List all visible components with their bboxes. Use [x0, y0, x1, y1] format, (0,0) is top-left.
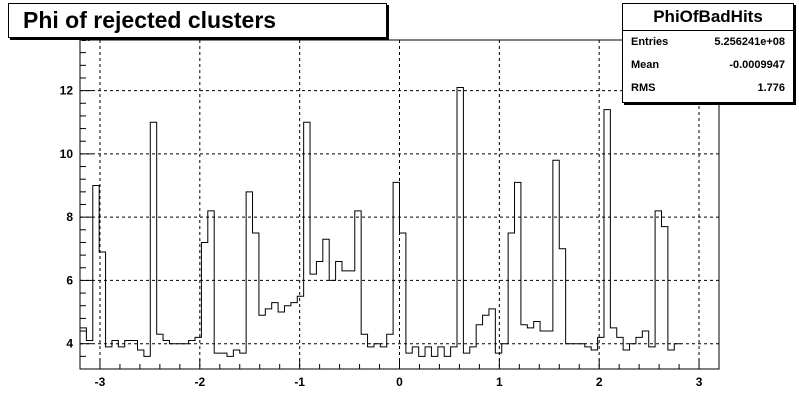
- x-tick-label: 1: [496, 375, 503, 389]
- stats-value: -0.0009947: [729, 59, 785, 71]
- stats-box: PhiOfBadHits Entries 5.256241e+08 Mean -…: [622, 3, 794, 103]
- x-tick-label: 2: [596, 375, 603, 389]
- stats-histogram-name: PhiOfBadHits: [623, 4, 793, 31]
- x-tick-label: 3: [696, 375, 703, 389]
- x-tick-label: 0: [396, 375, 403, 389]
- stats-label: RMS: [631, 82, 656, 94]
- y-tick-label: 12: [60, 84, 74, 98]
- y-axis-multiplier: ×10⁶: [76, 33, 95, 43]
- y-tick-label: 6: [66, 273, 73, 287]
- stats-row-rms: RMS 1.776: [631, 82, 785, 100]
- y-tick-label: 10: [60, 147, 74, 161]
- stats-row-entries: Entries 5.256241e+08: [631, 36, 785, 54]
- x-tick-label: -2: [194, 375, 205, 389]
- chart-title: Phi of rejected clusters: [23, 7, 277, 33]
- title-box: Phi of rejected clusters: [8, 3, 387, 38]
- x-tick-label: -1: [294, 375, 305, 389]
- stats-label: Entries: [631, 36, 669, 48]
- stats-row-mean: Mean -0.0009947: [631, 59, 785, 77]
- y-tick-label: 8: [66, 210, 73, 224]
- stats-label: Mean: [631, 59, 660, 71]
- stats-value: 5.256241e+08: [714, 36, 785, 48]
- y-tick-label: 4: [66, 337, 73, 351]
- stats-value: 1.776: [757, 82, 785, 94]
- histogram-line: [80, 86, 681, 357]
- x-tick-label: -3: [95, 375, 106, 389]
- axis-ticks: [79, 39, 720, 370]
